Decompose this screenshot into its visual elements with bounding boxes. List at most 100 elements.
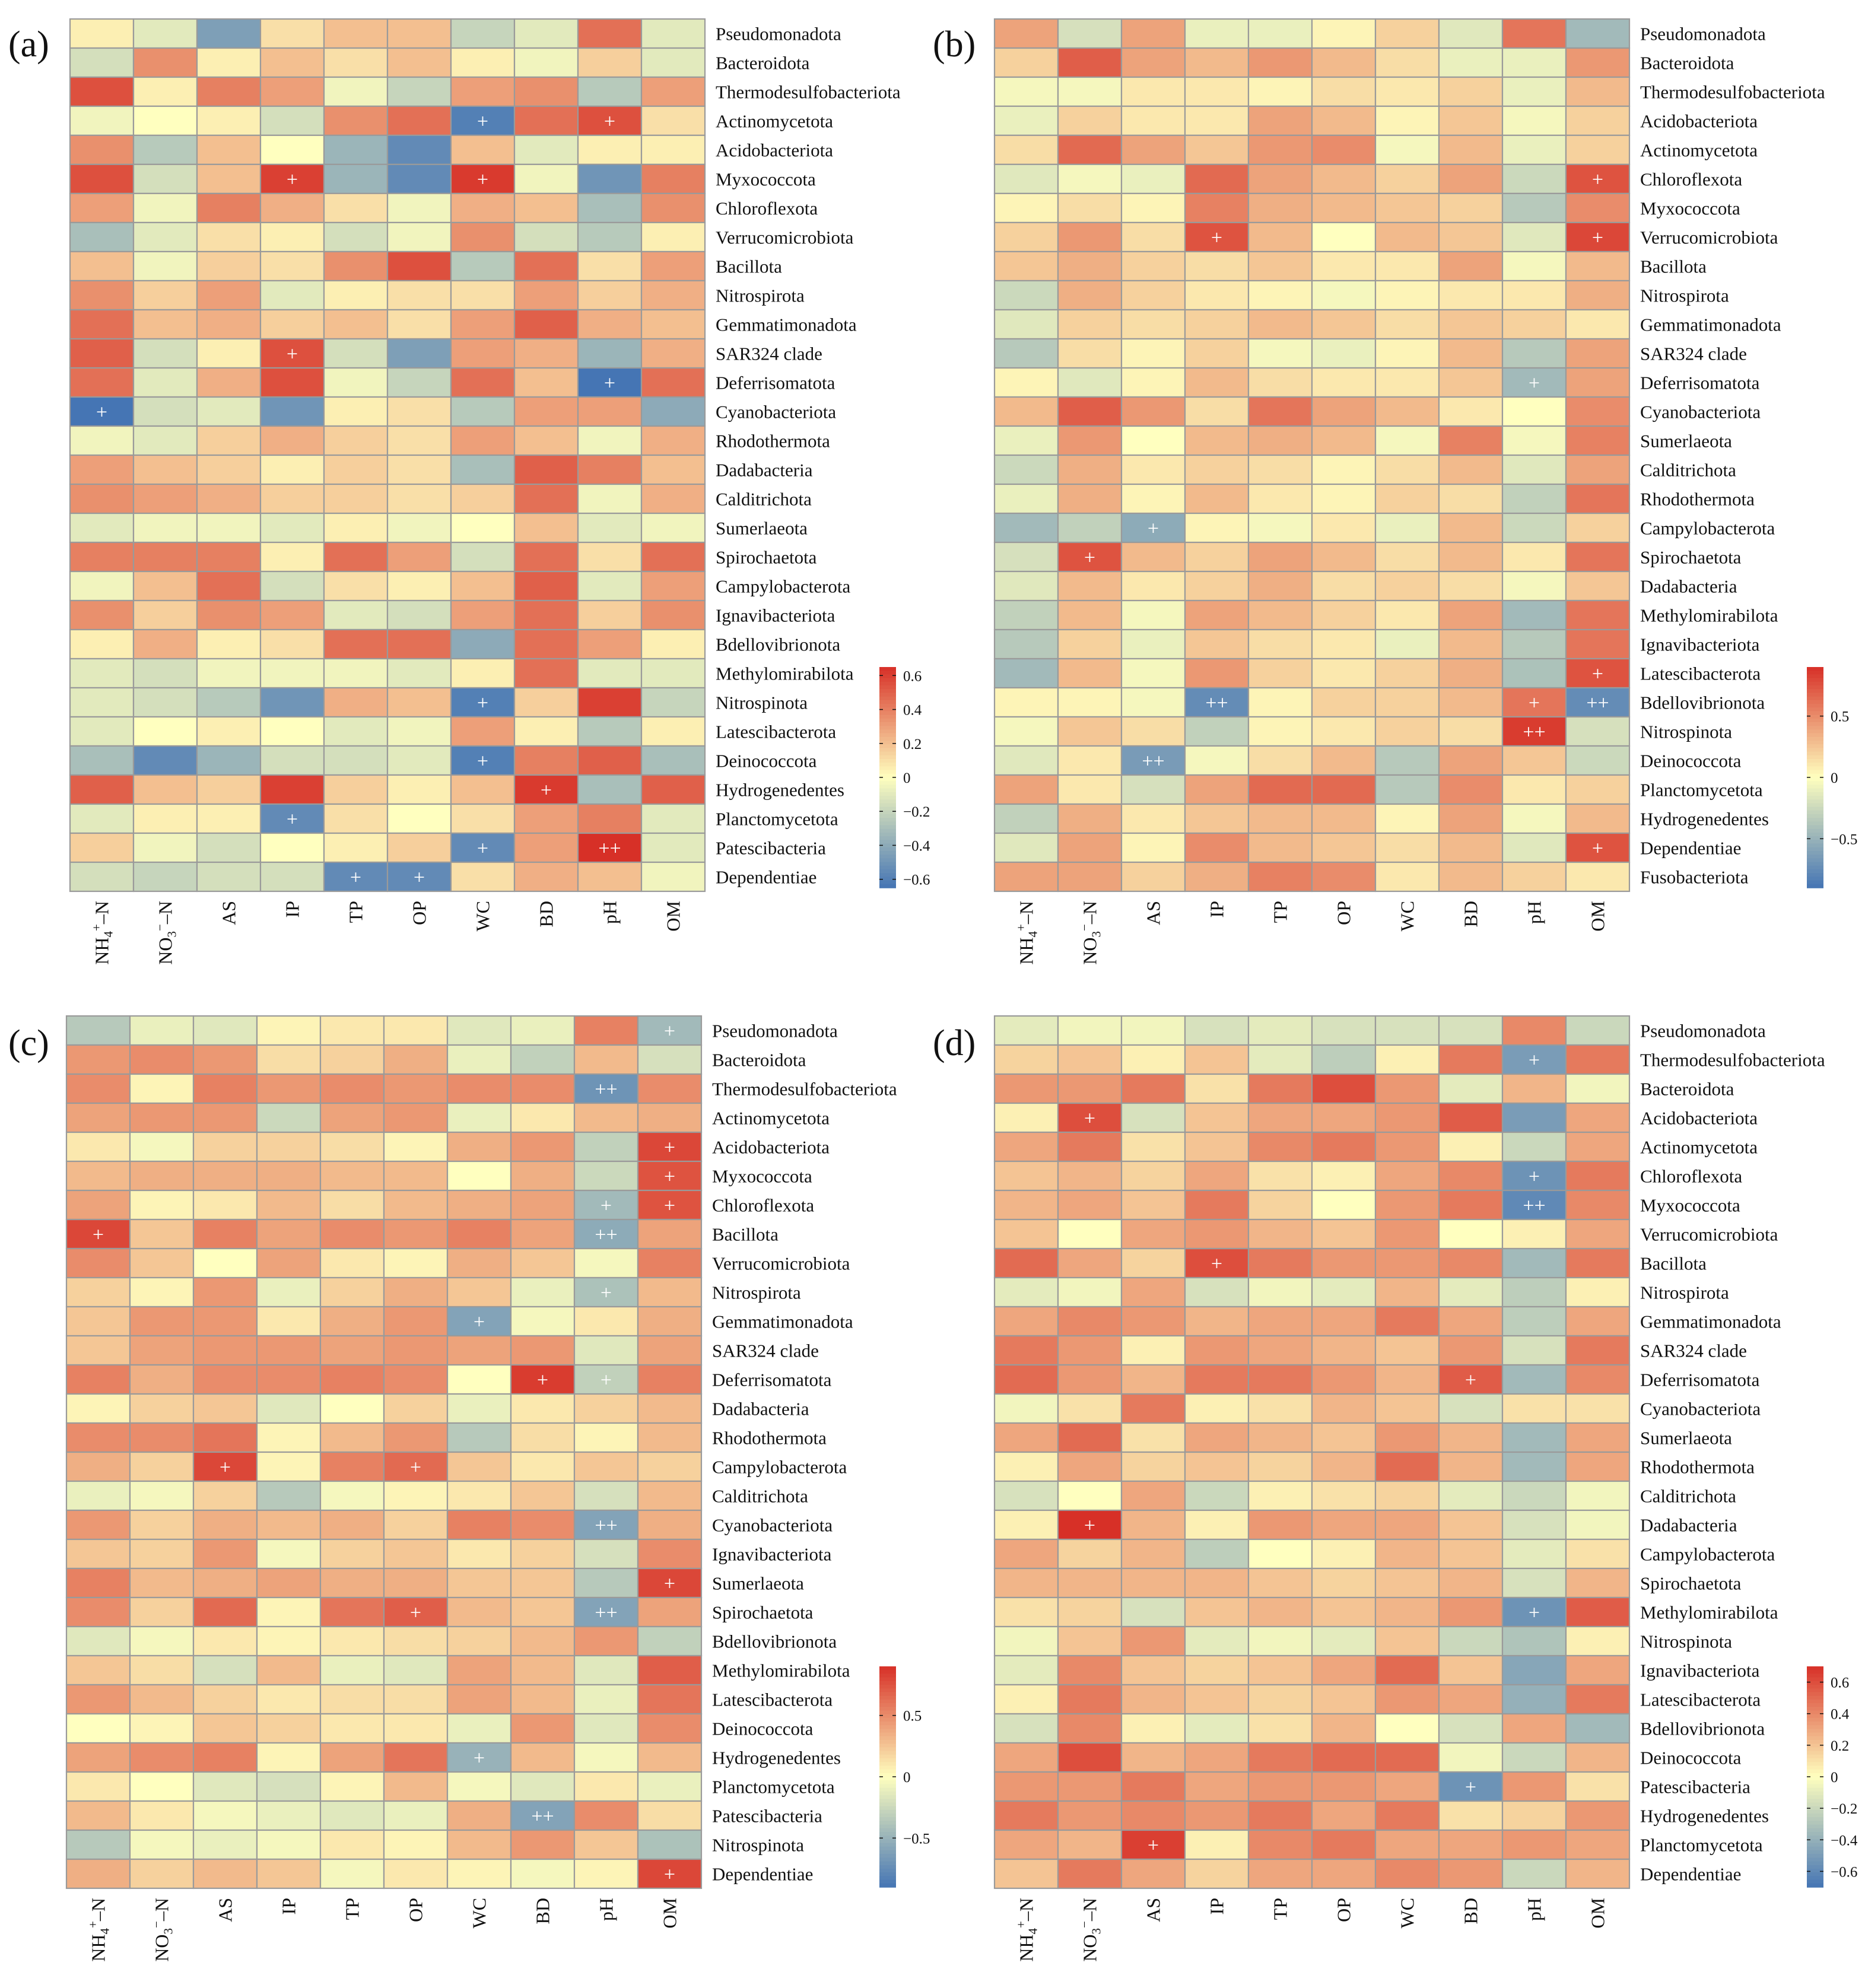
heatmap-cell xyxy=(383,1742,449,1773)
row-label: Rhodothermota xyxy=(1640,1457,1755,1478)
heatmap-cell xyxy=(192,1684,258,1715)
legend-gradient-step xyxy=(1807,1732,1823,1737)
heatmap-cell xyxy=(1311,1218,1377,1250)
heatmap-cell xyxy=(573,1015,639,1046)
panel-label: (c) xyxy=(8,1023,49,1063)
heatmap-cell xyxy=(196,628,262,660)
heatmap-cell xyxy=(993,425,1059,456)
significance-mark: + xyxy=(477,111,488,133)
legend-gradient-step xyxy=(1807,748,1823,752)
heatmap-cell xyxy=(446,1771,512,1802)
legend-gradient-step xyxy=(879,855,896,859)
heatmap-cell xyxy=(1438,1247,1504,1279)
heatmap-cell xyxy=(65,1684,131,1715)
heatmap-cell xyxy=(319,1364,385,1395)
heatmap-cell xyxy=(386,18,452,49)
row-label: Verrucomicrobiota xyxy=(1640,1224,1778,1245)
heatmap-cell xyxy=(323,454,389,485)
heatmap-cell xyxy=(446,1800,512,1831)
heatmap-cell xyxy=(446,1829,512,1860)
heatmap-cell xyxy=(192,1742,258,1773)
heatmap-cell xyxy=(1120,163,1186,195)
heatmap-cell xyxy=(132,774,198,805)
heatmap-cell xyxy=(1120,1742,1186,1773)
heatmap-cell xyxy=(1057,1771,1123,1802)
heatmap-cell xyxy=(637,1451,703,1482)
row-label: Sumerlaeota xyxy=(1640,1428,1732,1449)
legend-gradient-step xyxy=(1807,1876,1823,1881)
heatmap-cell xyxy=(383,1044,449,1075)
heatmap-cell xyxy=(640,134,706,166)
heatmap-cell xyxy=(1438,599,1504,631)
heatmap-cell xyxy=(1438,861,1504,893)
heatmap-cell xyxy=(383,1218,449,1250)
heatmap-cell xyxy=(1184,454,1250,485)
heatmap-cell xyxy=(446,1654,512,1686)
heatmap-cell xyxy=(1311,250,1377,282)
heatmap-cell xyxy=(1374,1509,1440,1541)
heatmap-cell xyxy=(386,832,452,863)
heatmap-cell xyxy=(1438,367,1504,398)
heatmap-cell xyxy=(1501,512,1567,544)
legend-gradient-step xyxy=(1807,869,1823,874)
legend-gradient-step xyxy=(1807,711,1823,716)
heatmap-cell xyxy=(323,541,389,573)
row-label: Sumerlaeota xyxy=(1640,431,1732,452)
heatmap-cell xyxy=(386,687,452,718)
heatmap-cell xyxy=(1565,1276,1631,1308)
heatmap-cell xyxy=(132,716,198,747)
heatmap-cell xyxy=(1120,134,1186,166)
heatmap-cell xyxy=(1565,774,1631,805)
heatmap-cell xyxy=(1565,309,1631,340)
heatmap-cell xyxy=(1438,628,1504,660)
heatmap-cell xyxy=(450,425,516,456)
heatmap-cell xyxy=(65,1422,131,1453)
heatmap-cell xyxy=(323,861,389,893)
legend-gradient-step xyxy=(879,814,896,818)
heatmap-cell xyxy=(637,1422,703,1453)
heatmap-cell xyxy=(1565,1800,1631,1831)
heatmap-cell xyxy=(450,541,516,573)
heatmap-cell xyxy=(993,309,1059,340)
legend-gradient-step xyxy=(879,1872,896,1877)
heatmap-cell xyxy=(1311,1538,1377,1570)
heatmap-cell xyxy=(192,1800,258,1831)
heatmap-cell xyxy=(513,774,579,805)
heatmap-cell xyxy=(319,1160,385,1192)
heatmap-cell xyxy=(640,309,706,340)
heatmap-cell xyxy=(1565,250,1631,282)
heatmap-cell xyxy=(1374,280,1440,311)
heatmap-cell xyxy=(256,1422,322,1453)
heatmap-cell xyxy=(323,221,389,253)
heatmap-cell xyxy=(1501,192,1567,224)
legend-gradient-step xyxy=(1807,718,1823,723)
legend-gradient-step xyxy=(879,1707,896,1711)
heatmap-cell xyxy=(640,774,706,805)
heatmap-cell xyxy=(1184,1713,1250,1744)
heatmap-cell xyxy=(256,1684,322,1715)
heatmap-cell xyxy=(637,1306,703,1337)
heatmap-cell xyxy=(323,309,389,340)
heatmap-cell xyxy=(1184,192,1250,224)
heatmap-cell xyxy=(573,1480,639,1511)
heatmap-cell xyxy=(1120,1858,1186,1889)
heatmap-cell xyxy=(573,1189,639,1221)
significance-mark: + xyxy=(604,373,615,395)
heatmap-cell xyxy=(1501,76,1567,107)
heatmap-cell xyxy=(1247,367,1313,398)
heatmap-cell xyxy=(1501,1364,1567,1395)
heatmap-cell xyxy=(640,76,706,107)
row-label: Campylobacterota xyxy=(1640,1544,1775,1565)
row-label: Dadabacteria xyxy=(1640,1515,1737,1536)
heatmap-cell xyxy=(510,1335,576,1366)
heatmap-cell xyxy=(993,1829,1059,1860)
row-label: Actinomycetota xyxy=(712,1108,830,1129)
significance-mark: ++ xyxy=(595,1602,617,1624)
heatmap-cell xyxy=(637,1160,703,1192)
heatmap-cell xyxy=(1438,1538,1504,1570)
legend-gradient-step xyxy=(879,840,896,844)
heatmap-cell xyxy=(1247,1276,1313,1308)
heatmap-cell xyxy=(450,309,516,340)
legend-gradient-step xyxy=(1807,1685,1823,1689)
column-label: NH4+–N xyxy=(1014,901,1040,965)
